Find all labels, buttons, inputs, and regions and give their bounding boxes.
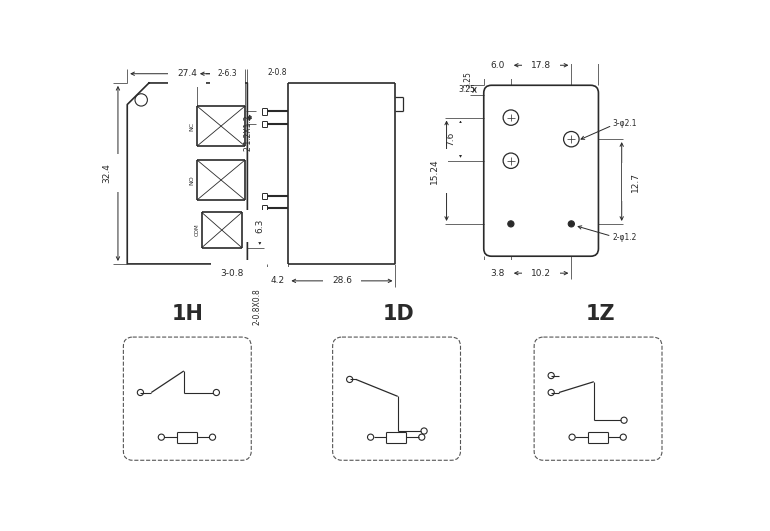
Text: 2-6.3: 2-6.3 [217, 69, 237, 78]
Text: 12.7: 12.7 [631, 172, 640, 192]
Text: 17.8: 17.8 [531, 61, 551, 70]
Text: 27.4: 27.4 [177, 69, 197, 78]
Text: 4.2: 4.2 [270, 276, 285, 285]
Text: 1Z: 1Z [585, 304, 614, 324]
Text: 2-0.8: 2-0.8 [267, 67, 286, 76]
Text: 3.25: 3.25 [458, 85, 475, 95]
Text: 10.2: 10.2 [531, 269, 551, 278]
Text: 32.4: 32.4 [102, 164, 112, 183]
Circle shape [507, 221, 514, 227]
Text: 1H: 1H [172, 304, 203, 324]
Text: 3-φ2.1: 3-φ2.1 [612, 119, 637, 129]
Text: 3.25: 3.25 [464, 71, 473, 88]
Text: 2-0.8X0.8: 2-0.8X0.8 [253, 288, 262, 324]
Circle shape [568, 221, 574, 227]
Text: 2-φ1.2: 2-φ1.2 [612, 233, 637, 242]
Text: 2-1.2X1.2: 2-1.2X1.2 [243, 115, 253, 151]
Text: 15.24: 15.24 [430, 158, 439, 184]
Text: 3.8: 3.8 [490, 269, 504, 278]
Text: 7.6: 7.6 [447, 132, 456, 147]
Text: NO: NO [189, 175, 195, 185]
Text: 6.3: 6.3 [256, 219, 264, 234]
Text: 28.6: 28.6 [332, 276, 352, 285]
Text: 3-0.8: 3-0.8 [219, 269, 243, 278]
Text: COM: COM [194, 224, 199, 236]
Text: 6.0: 6.0 [490, 61, 504, 70]
Text: 1D: 1D [383, 304, 414, 324]
Text: NC: NC [189, 122, 195, 131]
